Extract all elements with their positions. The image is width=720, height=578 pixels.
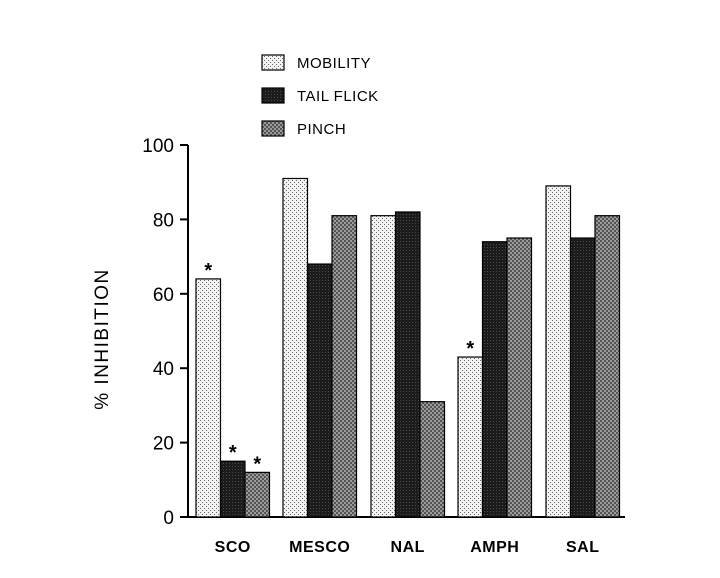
y-tick-label: 0 xyxy=(163,508,174,529)
bar xyxy=(195,278,222,518)
bar xyxy=(370,215,397,518)
x-category-label: AMPH xyxy=(470,539,519,556)
y-tick-label: 60 xyxy=(153,285,174,306)
x-category-label: MESCO xyxy=(289,539,350,556)
legend-swatch xyxy=(261,54,285,71)
bar xyxy=(457,356,484,518)
y-tick-label: 100 xyxy=(142,136,174,157)
legend-label: MOBILITY xyxy=(297,55,371,72)
significance-star: * xyxy=(204,260,212,282)
bar xyxy=(394,211,421,518)
legend-swatch xyxy=(261,87,285,104)
bars xyxy=(195,177,621,518)
bar xyxy=(219,460,246,518)
bar xyxy=(481,241,508,518)
bar xyxy=(282,177,309,518)
bar xyxy=(306,263,333,518)
bar xyxy=(545,185,572,518)
bar xyxy=(331,215,358,518)
legend-label: PINCH xyxy=(297,121,346,138)
y-tick-label: 20 xyxy=(153,434,174,455)
y-axis-label: % INHIBITION xyxy=(92,268,113,410)
legend-label: TAIL FLICK xyxy=(297,88,379,105)
x-category-label: NAL xyxy=(391,539,425,556)
significance-star: * xyxy=(229,442,237,464)
significance-star: * xyxy=(466,338,474,360)
significance-star: * xyxy=(253,453,261,475)
legend: MOBILITY TAIL FLICK PINCH xyxy=(261,54,379,138)
bar xyxy=(506,237,533,518)
x-category-label: SCO xyxy=(215,539,251,556)
legend-swatch xyxy=(261,120,285,137)
bar xyxy=(244,471,271,518)
y-tick-label: 40 xyxy=(153,359,174,380)
labels: 0 20 40 60 80 100 % INHIBITION SCO MESCO NAL AMPH S… xyxy=(92,136,600,556)
bar xyxy=(419,401,446,518)
x-category-label: SAL xyxy=(566,539,600,556)
bar xyxy=(569,237,596,518)
y-tick-label: 80 xyxy=(153,210,174,231)
bar xyxy=(594,215,621,518)
